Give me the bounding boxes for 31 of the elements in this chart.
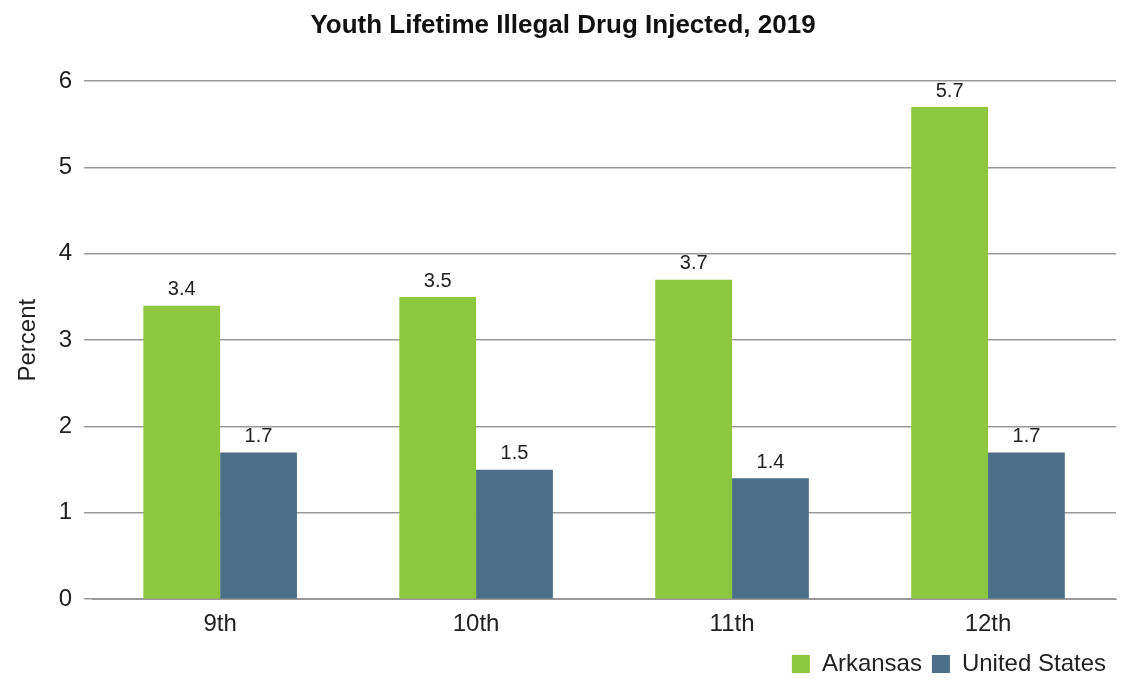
x-tick-label: 9th [203,609,237,637]
data-label: 3.7 [679,251,708,274]
bar [476,469,553,599]
data-label: 1.4 [756,449,785,472]
bar [399,297,477,599]
bar [655,279,733,599]
bar [911,107,989,599]
y-axis-title: Percent [13,298,41,382]
legend-label: Arkansas [821,648,922,676]
y-tick-label: 0 [58,583,73,611]
data-label: 3.4 [167,277,196,300]
data-label: 1.5 [500,441,529,464]
x-tick-label: 11th [709,609,755,637]
data-label: 3.5 [423,268,452,291]
data-label: 1.7 [1012,423,1041,446]
y-tick-label: 5 [58,152,73,180]
data-label: 5.7 [935,78,964,101]
y-tick-label: 2 [58,411,73,439]
bar [143,305,221,599]
legend-label: United States [961,648,1107,676]
x-tick-label: 12th [964,609,1012,637]
bar [988,452,1065,599]
x-tick-label: 10th [452,609,500,637]
chart-title: Youth Lifetime Illegal Drug Injected, 2019 [310,8,816,39]
y-tick-label: 3 [58,324,73,352]
bar [732,478,809,599]
y-tick-label: 1 [58,497,73,525]
data-label: 1.7 [244,423,273,446]
y-tick-label: 4 [58,238,73,266]
y-tick-label: 6 [58,65,73,93]
bar [220,452,297,599]
